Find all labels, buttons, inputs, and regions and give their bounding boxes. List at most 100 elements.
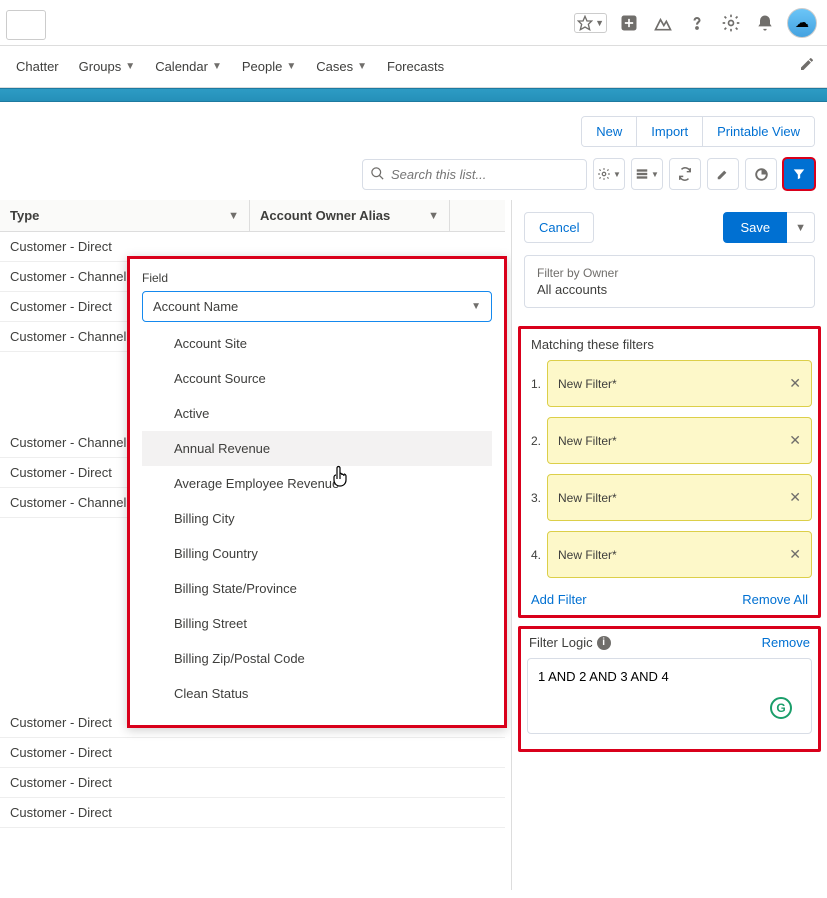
- table-row[interactable]: Customer - Direct: [0, 798, 505, 828]
- field-option[interactable]: Average Employee Revenue: [142, 466, 492, 501]
- setup-gear-icon[interactable]: [719, 11, 743, 35]
- field-option[interactable]: Clean Status: [142, 676, 492, 711]
- app-band: [0, 88, 827, 102]
- matching-filters-section: Matching these filters 1.New Filter*✕2.N…: [518, 326, 821, 618]
- nav-calendar[interactable]: Calendar ▼: [151, 55, 226, 78]
- search-icon: [370, 166, 385, 181]
- list-actions: New Import Printable View: [581, 116, 815, 147]
- filter-card[interactable]: New Filter* ✕: [547, 474, 812, 521]
- remove-filter-icon[interactable]: ✕: [789, 375, 801, 392]
- remove-filter-icon[interactable]: ✕: [789, 489, 801, 506]
- new-button[interactable]: New: [582, 117, 637, 146]
- cell-type: Customer - Direct: [0, 768, 250, 797]
- cell-type: Customer - Direct: [0, 738, 250, 767]
- info-icon[interactable]: i: [597, 636, 611, 650]
- filter-index: 1.: [527, 377, 541, 391]
- chevron-down-icon: ▼: [286, 61, 296, 72]
- chevron-down-icon: ▼: [125, 61, 135, 72]
- chart-button[interactable]: [745, 158, 777, 190]
- save-menu-toggle[interactable]: ▼: [787, 212, 815, 243]
- field-label: Field: [142, 271, 168, 285]
- nav-label: Forecasts: [387, 59, 444, 74]
- chevron-down-icon: ▼: [212, 61, 222, 72]
- filter-card[interactable]: New Filter* ✕: [547, 417, 812, 464]
- remove-filter-icon[interactable]: ✕: [789, 546, 801, 563]
- search-input[interactable]: [362, 159, 587, 190]
- chevron-down-icon: ▼: [357, 61, 367, 72]
- column-type[interactable]: Type ▼: [0, 200, 250, 231]
- filter-card[interactable]: New Filter* ✕: [547, 360, 812, 407]
- filter-index: 3.: [527, 491, 541, 505]
- filter-logic-input[interactable]: [527, 658, 812, 734]
- nav-people[interactable]: People ▼: [238, 55, 300, 78]
- field-option[interactable]: Billing State/Province: [142, 571, 492, 606]
- filter-card[interactable]: New Filter* ✕: [547, 531, 812, 578]
- remove-all-link[interactable]: Remove All: [742, 592, 808, 607]
- field-option[interactable]: Account Source: [142, 361, 492, 396]
- remove-logic-link[interactable]: Remove: [762, 635, 810, 650]
- chevron-down-icon: ▼: [471, 301, 481, 312]
- refresh-button[interactable]: [669, 158, 701, 190]
- favorites-menu[interactable]: ▼: [574, 13, 607, 33]
- notifications-bell-icon[interactable]: [753, 11, 777, 35]
- nav-label: People: [242, 59, 282, 74]
- grid-header: Type ▼ Account Owner Alias ▼: [0, 200, 505, 232]
- field-select[interactable]: Account Name ▼: [142, 291, 492, 322]
- filter-label: New Filter*: [558, 491, 617, 505]
- help-icon[interactable]: [685, 11, 709, 35]
- add-filter-link[interactable]: Add Filter: [531, 592, 587, 607]
- field-option[interactable]: Account Site: [142, 326, 492, 361]
- nav-label: Calendar: [155, 59, 208, 74]
- nav-cases[interactable]: Cases▼: [312, 55, 371, 78]
- column-label: Type: [10, 208, 39, 223]
- edit-nav-icon[interactable]: [799, 56, 815, 72]
- chevron-down-icon: ▼: [228, 210, 239, 222]
- filter-index: 4.: [527, 548, 541, 562]
- field-option[interactable]: Billing City: [142, 501, 492, 536]
- nav-label: Groups: [79, 59, 122, 74]
- trailhead-icon[interactable]: [651, 11, 675, 35]
- cancel-button[interactable]: Cancel: [524, 212, 594, 243]
- logic-label: Filter Logic: [529, 635, 593, 650]
- nav-label: Chatter: [16, 59, 59, 74]
- grammarly-icon: G: [770, 697, 792, 719]
- filter-label: New Filter*: [558, 377, 617, 391]
- save-button[interactable]: Save: [723, 212, 787, 243]
- import-button[interactable]: Import: [637, 117, 703, 146]
- list-search: [362, 159, 587, 190]
- object-nav: Chatter Groups▼ Calendar▼ People▼ Cases▼…: [0, 46, 827, 88]
- field-selected-value: Account Name: [153, 299, 238, 314]
- nav-forecasts[interactable]: Forecasts: [383, 55, 448, 78]
- field-option[interactable]: Billing Country: [142, 536, 492, 571]
- printable-view-button[interactable]: Printable View: [703, 117, 814, 146]
- inline-edit-button[interactable]: [707, 158, 739, 190]
- owner-label: Filter by Owner: [537, 266, 802, 280]
- table-row[interactable]: Customer - Direct: [0, 738, 505, 768]
- owner-value: All accounts: [537, 282, 802, 297]
- filter-button[interactable]: [783, 158, 815, 190]
- list-controls-gear[interactable]: ▼: [593, 158, 625, 190]
- column-owner[interactable]: Account Owner Alias ▼: [250, 200, 450, 231]
- nav-chatter[interactable]: Chatter: [12, 55, 63, 78]
- display-as-table[interactable]: ▼: [631, 158, 663, 190]
- filter-index: 2.: [527, 434, 541, 448]
- field-option[interactable]: Annual Revenue: [142, 431, 492, 466]
- chevron-down-icon: ▼: [428, 210, 439, 222]
- cell-type: Customer - Direct: [0, 798, 250, 827]
- field-option[interactable]: Active: [142, 396, 492, 431]
- field-option[interactable]: Billing Street: [142, 606, 492, 641]
- field-option[interactable]: Billing Zip/Postal Code: [142, 641, 492, 676]
- filter-by-owner-card[interactable]: Filter by Owner All accounts: [524, 255, 815, 308]
- filter-label: New Filter*: [558, 434, 617, 448]
- nav-groups[interactable]: Groups▼: [75, 55, 140, 78]
- filter-label: New Filter*: [558, 548, 617, 562]
- add-icon[interactable]: [617, 11, 641, 35]
- global-header: ▼ ☁: [0, 0, 827, 46]
- user-avatar[interactable]: ☁: [787, 8, 817, 38]
- remove-filter-icon[interactable]: ✕: [789, 432, 801, 449]
- column-label: Account Owner Alias: [260, 208, 390, 223]
- filter-panel: Cancel Save ▼ Filter by Owner All accoun…: [511, 200, 827, 890]
- table-row[interactable]: Customer - Direct: [0, 768, 505, 798]
- header-icons: ▼ ☁: [574, 8, 817, 38]
- app-switcher-box[interactable]: [6, 10, 46, 40]
